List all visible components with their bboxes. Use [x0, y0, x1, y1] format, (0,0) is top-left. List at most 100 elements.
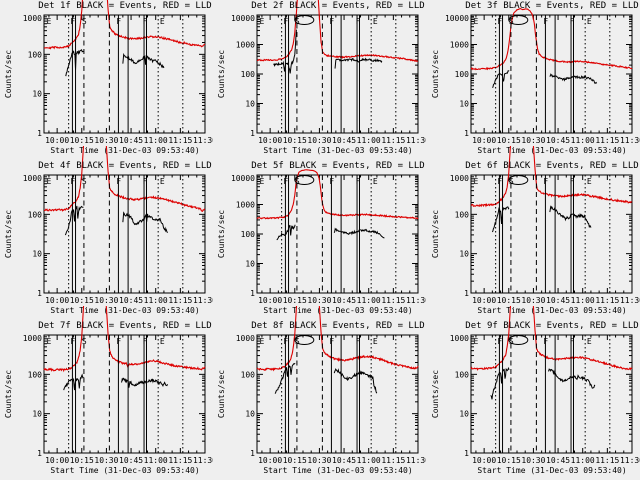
svg-text:10:00: 10:00	[472, 296, 496, 305]
svg-text:11:15: 11:15	[168, 296, 192, 305]
svg-text:10:00: 10:00	[472, 136, 496, 145]
svg-text:E: E	[587, 17, 592, 26]
svg-text:F: F	[329, 177, 334, 186]
svg-text:1000: 1000	[236, 201, 255, 210]
svg-text:11:15: 11:15	[168, 136, 192, 145]
x-axis-label: Start Time (31-Dec-03 09:53:40)	[263, 466, 413, 475]
svg-text:100: 100	[455, 210, 470, 219]
svg-text:10:45: 10:45	[119, 456, 143, 465]
plot-title: Det 5f BLACK = Events, RED = LLD	[251, 161, 425, 171]
svg-text:10:00: 10:00	[472, 456, 496, 465]
svg-text:10:00: 10:00	[45, 136, 69, 145]
svg-text:10:15: 10:15	[497, 296, 521, 305]
svg-text:E: E	[373, 17, 378, 26]
svg-text:F: F	[70, 17, 75, 26]
svg-text:10:00: 10:00	[258, 296, 282, 305]
svg-text:11:30: 11:30	[406, 296, 426, 305]
x-axis-label: Start Time (31-Dec-03 09:53:40)	[263, 146, 413, 155]
svg-text:11:00: 11:00	[357, 296, 381, 305]
svg-text:E: E	[587, 177, 592, 186]
svg-text:E: E	[373, 177, 378, 186]
x-axis-label: Start Time (31-Dec-03 09:53:40)	[263, 306, 413, 315]
svg-text:1000: 1000	[236, 41, 255, 50]
svg-text:10: 10	[32, 250, 42, 259]
svg-text:11:00: 11:00	[571, 136, 595, 145]
svg-text:11:15: 11:15	[381, 296, 405, 305]
svg-text:F: F	[356, 177, 361, 186]
svg-text:F: F	[116, 337, 121, 346]
x-axis-label: Start Time (31-Dec-03 09:53:40)	[477, 306, 627, 315]
svg-text:1: 1	[37, 129, 42, 138]
svg-text:10000: 10000	[231, 174, 255, 183]
svg-text:11:00: 11:00	[357, 456, 381, 465]
y-axis-label: Counts/sec	[431, 209, 440, 259]
svg-text:S: S	[82, 337, 87, 346]
x-axis-label: Start Time (31-Dec-03 09:53:40)	[50, 306, 200, 315]
svg-text:10:45: 10:45	[119, 296, 143, 305]
svg-text:S: S	[82, 17, 87, 26]
svg-text:11:15: 11:15	[595, 296, 619, 305]
svg-text:F: F	[497, 17, 502, 26]
plot-title: Det 2f BLACK = Events, RED = LLD	[251, 1, 425, 11]
svg-text:10: 10	[32, 90, 42, 99]
x-axis-label: Start Time (31-Dec-03 09:53:40)	[50, 146, 200, 155]
svg-text:10:00: 10:00	[258, 456, 282, 465]
svg-text:E: E	[260, 337, 265, 346]
svg-text:100: 100	[241, 370, 256, 379]
svg-text:10:45: 10:45	[332, 136, 356, 145]
plot-title: Det 7f BLACK = Events, RED = LLD	[38, 321, 212, 331]
svg-text:1: 1	[464, 289, 469, 298]
svg-text:11:15: 11:15	[168, 456, 192, 465]
svg-text:1: 1	[250, 129, 255, 138]
svg-text:F: F	[70, 337, 75, 346]
svg-text:1: 1	[37, 289, 42, 298]
svg-text:10:15: 10:15	[70, 296, 94, 305]
svg-text:10:15: 10:15	[70, 136, 94, 145]
svg-text:10:30: 10:30	[94, 456, 118, 465]
svg-text:11:30: 11:30	[193, 136, 213, 145]
svg-text:E: E	[587, 337, 592, 346]
svg-text:E: E	[160, 337, 165, 346]
svg-text:11:30: 11:30	[620, 136, 640, 145]
svg-text:1000: 1000	[23, 14, 42, 23]
svg-text:11:15: 11:15	[381, 456, 405, 465]
x-axis-label: Start Time (31-Dec-03 09:53:40)	[477, 466, 627, 475]
svg-text:E: E	[373, 337, 378, 346]
svg-text:E: E	[474, 177, 479, 186]
svg-text:11:00: 11:00	[571, 456, 595, 465]
svg-text:F: F	[283, 337, 288, 346]
y-axis-label: Counts/sec	[431, 49, 440, 99]
svg-text:10: 10	[32, 410, 42, 419]
svg-text:10:45: 10:45	[546, 296, 570, 305]
svg-text:100: 100	[241, 70, 256, 79]
svg-text:S: S	[82, 177, 87, 186]
svg-text:F: F	[116, 17, 121, 26]
svg-text:100: 100	[28, 370, 43, 379]
svg-text:11:15: 11:15	[381, 136, 405, 145]
svg-text:10: 10	[459, 250, 469, 259]
svg-text:10: 10	[245, 99, 255, 108]
svg-text:S: S	[295, 177, 300, 186]
svg-text:10:15: 10:15	[283, 136, 307, 145]
y-axis-label: Counts/sec	[4, 369, 13, 419]
svg-text:10:45: 10:45	[119, 136, 143, 145]
plot-title: Det 3f BLACK = Events, RED = LLD	[465, 1, 639, 11]
svg-text:F: F	[570, 17, 575, 26]
svg-text:E: E	[47, 17, 52, 26]
svg-text:S: S	[295, 17, 300, 26]
x-axis-label: Start Time (31-Dec-03 09:53:40)	[477, 146, 627, 155]
svg-text:F: F	[543, 177, 548, 186]
y-axis-label: Counts/sec	[431, 369, 440, 419]
svg-text:11:30: 11:30	[193, 456, 213, 465]
svg-text:11:00: 11:00	[571, 296, 595, 305]
svg-text:10:15: 10:15	[497, 136, 521, 145]
svg-text:100: 100	[28, 50, 43, 59]
